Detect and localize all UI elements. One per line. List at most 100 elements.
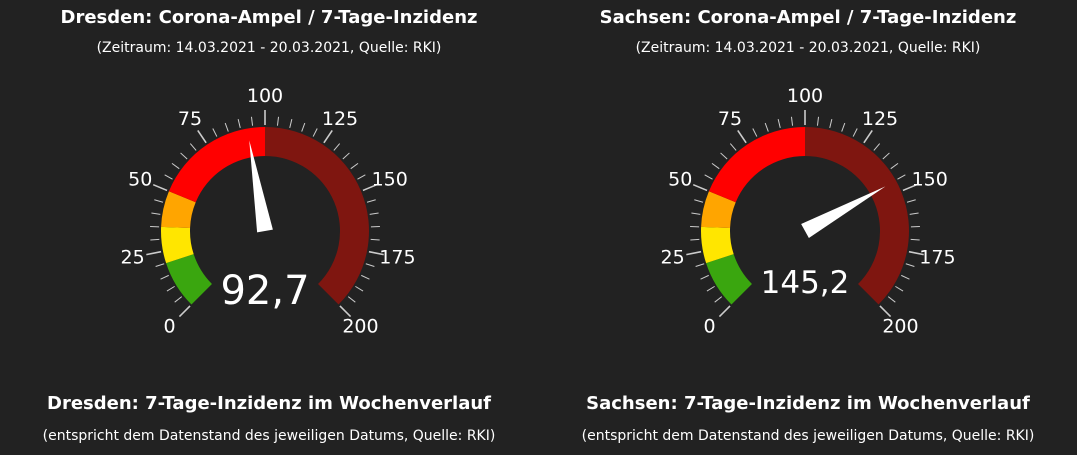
gauge-minor-tick (289, 119, 293, 129)
gauge-tick-label: 75 (718, 108, 742, 130)
gauge-minor-tick (189, 143, 197, 151)
gauge-major-tick (879, 305, 892, 318)
gauge-minor-tick (347, 296, 356, 303)
gauge-tick-label: 125 (862, 108, 898, 130)
gauge-minor-tick (890, 163, 899, 170)
gauge-minor-tick (180, 152, 188, 160)
gauge-minor-tick (150, 238, 160, 241)
gauge-minor-tick (887, 296, 896, 303)
gauge-minor-tick (312, 128, 318, 137)
weekly-chart-title: Sachsen: 7-Tage-Inzidenz im Wochenverlau… (586, 393, 1030, 414)
gauge-major-tick (692, 183, 708, 192)
gauge-major-tick (368, 250, 384, 256)
gauge-value-label: 92,7 (220, 268, 309, 314)
gauge-minor-tick (905, 263, 915, 268)
gauge-minor-tick (841, 122, 846, 132)
gauge-major-tick (323, 129, 333, 144)
gauge-subtitle: (Zeitraum: 14.03.2021 - 20.03.2021, Quel… (635, 40, 981, 56)
gauge-value-label: 145,2 (761, 265, 850, 301)
gauge-tick-label: 150 (372, 168, 408, 190)
gauge-minor-tick (361, 274, 370, 280)
gauge-minor-tick (714, 296, 723, 303)
gauge-tick-label: 0 (163, 315, 175, 337)
gauge-minor-tick (276, 116, 280, 126)
gauge-band-3 (168, 127, 265, 203)
gauge-major-tick (152, 183, 168, 192)
gauge-chart: 0 25 50 75 100 125 150 175 200 145,2 (661, 85, 956, 337)
gauge-major-tick (863, 129, 873, 144)
gauge-tick-label: 50 (668, 168, 692, 190)
gauge-minor-tick (370, 238, 380, 241)
gauge-minor-tick (350, 163, 359, 170)
gauge-minor-tick (155, 263, 165, 268)
gauge-minor-tick (333, 143, 341, 151)
gauge-minor-tick (224, 122, 229, 132)
gauge-minor-tick (909, 212, 919, 215)
gauge-minor-tick (752, 128, 758, 137)
gauge-major-tick (146, 250, 162, 256)
gauge-major-tick (686, 250, 702, 256)
gauge-panel-dresden: Dresden: Corona-Ampel / 7-Tage-Inzidenz … (0, 0, 538, 455)
gauge-minor-tick (882, 152, 890, 160)
gauge-minor-tick (174, 296, 183, 303)
gauge-minor-tick (906, 199, 916, 203)
gauge-minor-tick (829, 119, 833, 129)
gauge-panel-sachsen: Sachsen: Corona-Ampel / 7-Tage-Inzidenz … (539, 0, 1077, 455)
gauge-tick-label: 200 (882, 315, 918, 337)
gauge-minor-tick (897, 174, 906, 180)
gauge-chart: 0 25 50 75 100 125 150 175 200 92,7 (121, 85, 416, 337)
gauge-band-1 (701, 226, 734, 264)
gauge-minor-tick (357, 174, 366, 180)
gauge-minor-tick (910, 238, 920, 241)
gauge-tick-label: 175 (919, 246, 955, 268)
gauge-tick-label: 0 (703, 315, 715, 337)
gauge-minor-tick (694, 199, 704, 203)
gauge-major-tick (197, 129, 207, 144)
gauge-major-tick (362, 183, 378, 192)
gauge-minor-tick (764, 122, 769, 132)
gauge-minor-tick (154, 199, 164, 203)
gauge-minor-tick (366, 199, 376, 203)
gauge-minor-tick (777, 119, 781, 129)
gauge-tick-label: 200 (342, 315, 378, 337)
gauge-minor-tick (720, 152, 728, 160)
gauge-minor-tick (729, 143, 737, 151)
gauge-band-3 (708, 126, 805, 203)
gauge-tick-label: 125 (322, 108, 358, 130)
gauge-minor-tick (711, 163, 720, 170)
gauge-minor-tick (355, 285, 364, 292)
weekly-chart-subtitle: (entspricht dem Datenstand des jeweilige… (581, 428, 1035, 444)
gauge-tick-label: 175 (379, 246, 415, 268)
gauge-minor-tick (790, 116, 794, 126)
gauge-tick-label: 25 (121, 246, 145, 268)
gauge-tick-label: 100 (247, 85, 283, 107)
gauge-tick-label: 75 (178, 108, 202, 130)
gauge-needle (801, 186, 886, 238)
weekly-chart-subtitle: (entspricht dem Datenstand des jeweilige… (42, 428, 496, 444)
gauge-minor-tick (369, 212, 379, 215)
gauge-needle (249, 140, 273, 233)
gauge-band-2 (701, 191, 736, 229)
gauge-minor-tick (365, 263, 375, 268)
gauge-minor-tick (706, 285, 715, 292)
gauge-major-tick (737, 129, 747, 144)
gauge-major-tick (908, 250, 924, 256)
gauge-minor-tick (250, 116, 254, 126)
weekly-chart-title: Dresden: 7-Tage-Inzidenz im Wochenverlau… (47, 393, 491, 414)
gauge-major-tick (718, 305, 731, 318)
gauge-minor-tick (816, 116, 820, 126)
gauge-minor-tick (690, 238, 700, 241)
gauge-minor-tick (901, 274, 910, 280)
gauge-band-0 (706, 254, 752, 305)
gauge-minor-tick (160, 274, 169, 280)
gauge-major-tick (178, 305, 191, 318)
gauge-band-4 (265, 127, 369, 305)
gauge-tick-label: 100 (787, 85, 823, 107)
gauge-minor-tick (151, 212, 161, 215)
gauge-major-tick (339, 305, 352, 318)
gauge-minor-tick (166, 285, 175, 292)
gauge-minor-tick (852, 128, 858, 137)
gauge-minor-tick (237, 119, 241, 129)
gauge-title: Sachsen: Corona-Ampel / 7-Tage-Inzidenz (599, 7, 1017, 28)
gauge-minor-tick (342, 152, 350, 160)
